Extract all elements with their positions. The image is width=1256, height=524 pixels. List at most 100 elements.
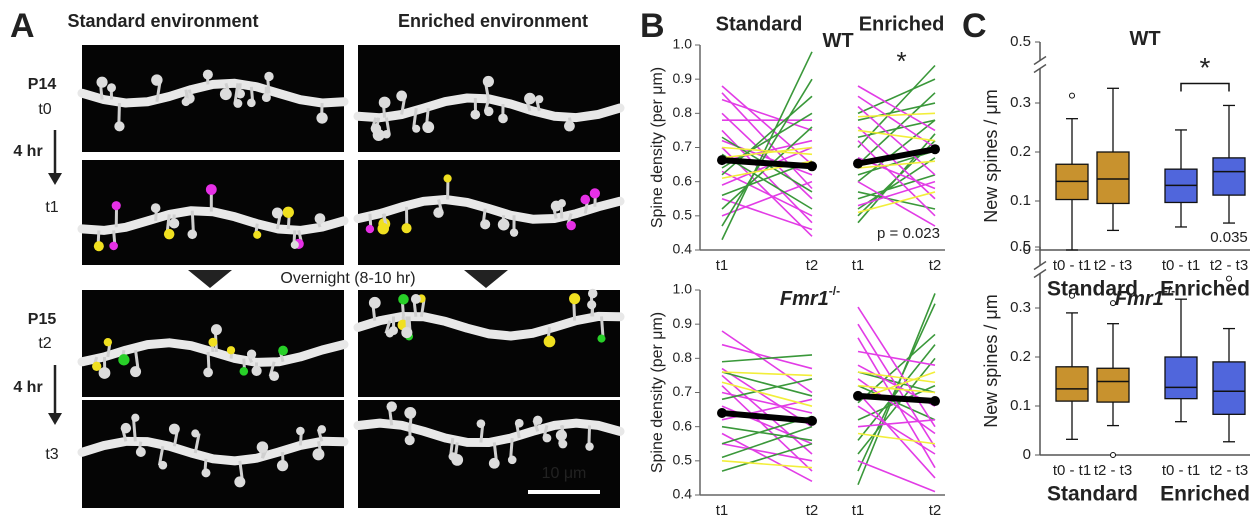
y-tick-label: 0.8 xyxy=(673,104,693,120)
individual-line xyxy=(721,146,813,159)
spine xyxy=(193,433,201,454)
row-label: 4 hr xyxy=(13,143,42,160)
individual-line xyxy=(721,112,813,200)
spine-head xyxy=(448,452,458,461)
chart-title: Fmr1-/- xyxy=(780,284,840,310)
individual-line xyxy=(857,191,936,210)
mean-point xyxy=(717,155,727,166)
spine-head xyxy=(168,423,180,435)
micrograph xyxy=(358,290,620,397)
spine-head xyxy=(587,288,598,299)
spine-head xyxy=(282,206,294,218)
individual-line xyxy=(721,146,813,156)
spine-head xyxy=(103,337,113,347)
mean-point xyxy=(853,390,863,401)
individual-line xyxy=(721,425,813,459)
spine-head xyxy=(317,425,327,434)
y-tick-label: 0.6 xyxy=(673,417,693,433)
individual-line xyxy=(721,442,813,472)
spine-head xyxy=(96,76,108,88)
spine-head xyxy=(535,95,544,104)
row-label: t2 xyxy=(38,335,51,352)
spine-head xyxy=(210,324,222,336)
spine-head xyxy=(201,468,211,478)
title-text: Fmr1 xyxy=(780,288,829,310)
outlier xyxy=(1110,452,1116,458)
overnight-arrow xyxy=(464,270,508,288)
spine-head xyxy=(290,240,299,249)
individual-line xyxy=(857,180,936,227)
individual-line xyxy=(857,112,936,118)
spine-head xyxy=(191,429,200,438)
spine-head xyxy=(542,433,552,443)
spine-head xyxy=(398,294,409,305)
spine-head xyxy=(386,401,397,412)
spine-head xyxy=(93,241,104,252)
x-tick-label: t2 xyxy=(929,502,942,519)
spine-head xyxy=(401,327,413,339)
spine-head xyxy=(98,367,111,379)
x-tick-label: t0 - t1 xyxy=(1053,257,1091,274)
spine-head xyxy=(382,129,391,139)
significance-bracket xyxy=(1180,82,1230,92)
row-label: P15 xyxy=(28,311,57,328)
individual-line xyxy=(857,105,936,176)
x-tick-label: t2 xyxy=(806,257,819,274)
y-axis-label: Spine density (per μm) xyxy=(649,67,666,228)
spine-head xyxy=(131,413,140,422)
y-tick-label: 0.4 xyxy=(673,486,693,502)
spine-head xyxy=(150,203,161,213)
dendrite xyxy=(77,78,349,108)
spine-head xyxy=(107,83,116,93)
y-tick-label: 0.1 xyxy=(1010,397,1031,414)
column-title: Standard environment xyxy=(67,11,258,31)
x-tick-label: t1 xyxy=(852,257,865,274)
spine-head xyxy=(566,220,576,231)
spine-head xyxy=(498,113,508,124)
spine-head xyxy=(256,441,269,453)
spine-head xyxy=(226,346,236,355)
spine-head xyxy=(524,92,536,105)
spine-head xyxy=(187,229,198,240)
spine-head xyxy=(111,201,121,211)
individual-line xyxy=(721,378,813,401)
spine-head xyxy=(202,69,213,80)
column-title: Enriched environment xyxy=(398,11,588,31)
significance: * xyxy=(1200,52,1211,83)
individual-line xyxy=(857,432,936,445)
chart-title: Fmr1-/- xyxy=(1115,284,1175,310)
spine-head xyxy=(114,121,125,132)
spine-head xyxy=(169,218,180,229)
spine-head xyxy=(558,439,568,449)
spine-head xyxy=(385,329,394,338)
spine-head xyxy=(470,109,481,120)
spine-head xyxy=(497,218,510,231)
individual-line xyxy=(721,425,813,442)
spine-head xyxy=(370,123,382,134)
mean-point xyxy=(717,408,727,418)
overnight-arrow xyxy=(188,270,232,288)
individual-line xyxy=(721,51,813,241)
individual-line xyxy=(857,350,936,366)
individual-line xyxy=(857,371,936,384)
spine-head xyxy=(587,300,597,310)
y-axis-label: Spine density (per μm) xyxy=(649,312,666,473)
spine-head xyxy=(509,228,519,237)
spine-head xyxy=(443,174,452,183)
individual-line xyxy=(721,98,813,132)
spine-head xyxy=(585,442,594,451)
y-tick-label: 0.7 xyxy=(673,138,693,154)
spine-head xyxy=(514,418,524,428)
x-tick-label: t1 xyxy=(716,502,729,519)
spine-head xyxy=(135,447,146,457)
y-axis-label: New spines / μm xyxy=(981,294,1001,427)
spine-head xyxy=(203,367,213,378)
box xyxy=(1164,356,1198,400)
spine-head xyxy=(488,457,500,469)
mean-point xyxy=(807,415,817,426)
spine-head xyxy=(239,367,249,376)
individual-line xyxy=(721,354,813,363)
individual-line xyxy=(857,419,936,428)
individual-line xyxy=(857,384,936,394)
